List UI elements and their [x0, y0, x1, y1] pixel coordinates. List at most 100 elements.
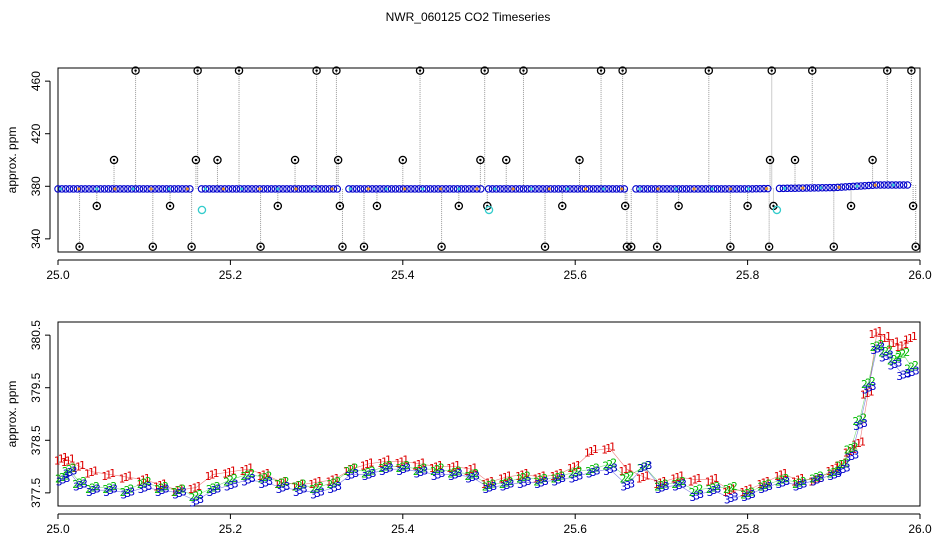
top-outlier-center: [95, 204, 98, 208]
bottom-marker-1: 1: [498, 473, 505, 486]
top-baseline-point: [818, 184, 826, 192]
bottom-marker-1: 1: [515, 470, 522, 483]
bottom-marker-1: 1: [381, 455, 388, 468]
bottom-marker-3: 3: [241, 475, 248, 488]
top-baseline-accent: [276, 187, 280, 191]
bottom-marker-2: 2: [248, 467, 255, 480]
bottom-marker-2: 2: [675, 476, 682, 489]
top-baseline-point: [752, 185, 760, 193]
bottom-marker-2: 2: [533, 475, 540, 488]
bottom-marker-2: 2: [723, 483, 730, 496]
bottom-marker-2: 2: [80, 475, 87, 488]
bottom-marker-1: 1: [760, 476, 767, 489]
top-outlier-point: [907, 66, 916, 75]
bottom-marker-1: 1: [368, 456, 375, 469]
bottom-marker-3: 3: [573, 471, 580, 484]
bottom-marker-2: 2: [110, 480, 117, 493]
top-baseline-point: [810, 184, 819, 192]
bottom-marker-3: 3: [780, 476, 787, 489]
top-outlier-center: [655, 245, 659, 248]
bottom-marker-3: 3: [556, 474, 563, 487]
bottom-marker-1: 1: [833, 462, 840, 475]
bottom-marker-3: 3: [642, 461, 649, 474]
bottom-marker-2: 2: [162, 480, 169, 493]
bottom-marker-1: 1: [799, 472, 806, 485]
bottom-marker-3: 3: [198, 493, 205, 506]
top-outlier-point: [131, 66, 140, 75]
top-outlier-point: [290, 155, 300, 165]
top-outlier-point: [882, 66, 892, 75]
bottom-marker-3: 3: [521, 476, 528, 489]
top-baseline-point: [725, 185, 733, 193]
top-baseline-accent: [185, 187, 189, 191]
bottom-marker-1: 1: [325, 475, 332, 488]
top-baseline-point: [453, 185, 462, 193]
bottom-marker-3: 3: [396, 465, 403, 478]
top-baseline-point: [147, 185, 155, 193]
top-baseline-point: [527, 185, 535, 193]
bottom-marker-2: 2: [826, 467, 833, 480]
top-baseline-accent: [529, 187, 533, 191]
bottom-marker-3: 3: [297, 484, 304, 497]
bottom-marker-1: 1: [161, 477, 168, 490]
top-baseline-point: [562, 185, 570, 193]
top-outlier-center: [341, 245, 344, 248]
bottom-marker-2: 2: [266, 470, 273, 483]
top-outlier-point: [911, 242, 920, 251]
bottom-x-tick-label: 25.4: [391, 522, 415, 536]
top-outlier-point: [193, 66, 202, 75]
bottom-marker-1: 1: [885, 330, 892, 343]
top-baseline-point: [155, 185, 163, 193]
top-outlier-center: [78, 245, 81, 248]
bottom-marker-1: 1: [855, 437, 862, 450]
bottom-marker-3: 3: [646, 459, 653, 472]
bottom-marker-1: 1: [842, 456, 849, 469]
bottom-marker-3: 3: [431, 470, 438, 483]
bottom-marker-1: 1: [69, 453, 76, 466]
bottom-marker-1: 1: [416, 458, 423, 471]
top-baseline-accent: [457, 187, 461, 191]
bottom-marker-1: 1: [295, 479, 302, 492]
bottom-marker-2: 2: [870, 341, 877, 354]
top-outlier-point: [165, 201, 175, 211]
bottom-marker-1: 1: [907, 332, 914, 345]
bottom-marker-3: 3: [745, 489, 752, 502]
top-outlier-center: [707, 69, 711, 72]
bottom-marker-1: 1: [333, 472, 340, 485]
bottom-marker-2: 2: [551, 473, 558, 486]
top-outlier-point: [519, 66, 528, 75]
top-baseline-point: [116, 185, 124, 193]
top-outlier-point: [618, 66, 627, 75]
bottom-marker-3: 3: [469, 471, 476, 484]
bottom-marker-2: 2: [748, 485, 755, 498]
bottom-marker-1: 1: [622, 463, 629, 476]
top-outlier-point: [273, 201, 283, 211]
bottom-marker-3: 3: [542, 475, 549, 488]
top-baseline-point: [845, 182, 854, 191]
bottom-marker-3: 3: [491, 480, 498, 493]
bottom-marker-3: 3: [504, 479, 511, 492]
bottom-y-tick-label: 378.5: [29, 425, 43, 455]
bottom-marker-1: 1: [618, 465, 625, 478]
bottom-marker-2: 2: [537, 474, 544, 487]
bottom-marker-3: 3: [103, 486, 110, 499]
bottom-marker-1: 1: [829, 463, 836, 476]
top-baseline-point: [473, 185, 481, 193]
top-outlier-center: [418, 69, 422, 72]
bottom-marker-1: 1: [79, 459, 86, 472]
top-outlier-center: [259, 245, 262, 248]
top-baseline-accent: [384, 187, 389, 191]
bottom-marker-1: 1: [709, 474, 716, 487]
bottom-marker-3: 3: [180, 485, 187, 498]
bottom-marker-3: 3: [327, 483, 334, 496]
bottom-marker-1: 1: [385, 454, 392, 467]
top-baseline-point: [430, 185, 439, 193]
bottom-marker-1: 1: [894, 341, 901, 354]
top-baseline-point: [399, 185, 407, 193]
bottom-marker-1: 1: [84, 467, 91, 480]
top-baseline-point: [872, 181, 881, 189]
top-baseline-accent: [240, 187, 244, 191]
bottom-marker-2: 2: [758, 481, 765, 494]
top-baseline-point: [589, 185, 598, 193]
bottom-marker-1: 1: [92, 464, 99, 477]
